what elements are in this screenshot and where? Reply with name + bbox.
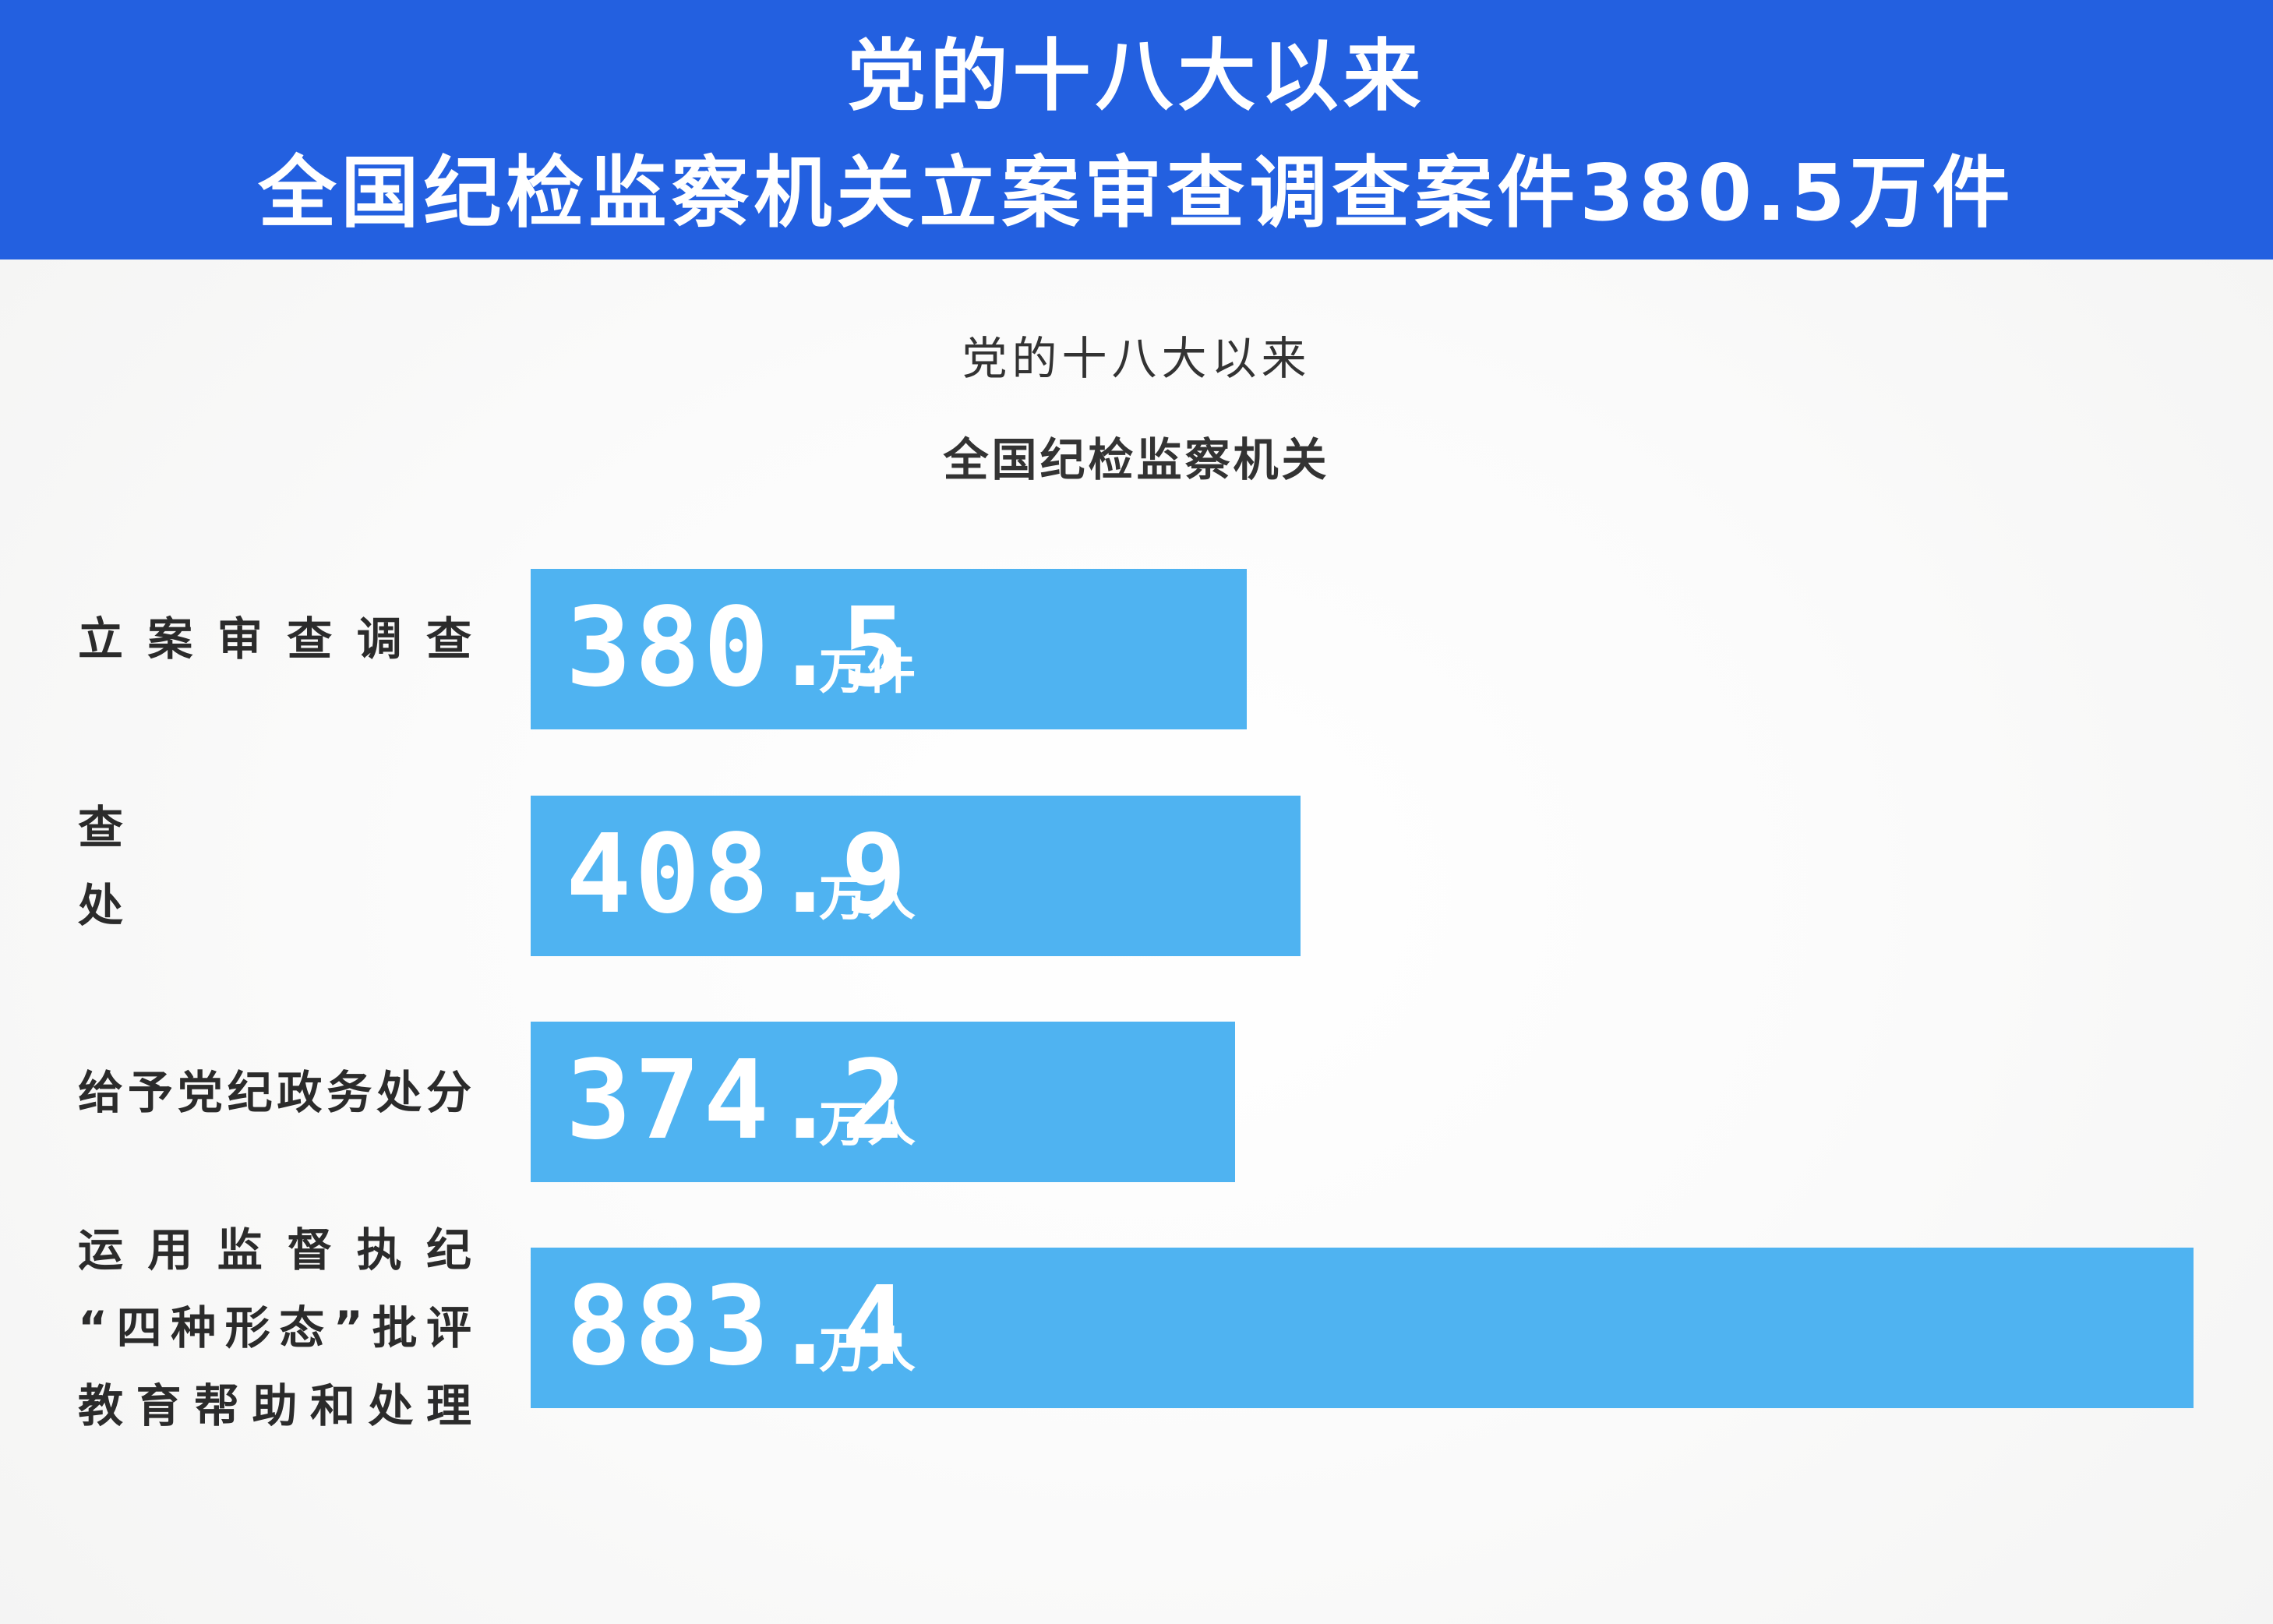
category-label: 运用监督执纪 “四种形态”批评 教育帮助和处理 [78,1211,471,1445]
bar-unit-label: 万件 [819,643,916,700]
category-label: 查处 [78,789,471,944]
category-label: 给予党纪政务处分 [78,1054,471,1132]
bar-value-label: 408.9 [566,811,910,938]
category-label-line: 处 [78,879,124,932]
header-title-line2: 全国纪检监察机关立案审查调查案件380.5万件 [258,147,2015,238]
bar: 408.9 万人 [531,796,1301,956]
bar: 380.5 万件 [531,569,1247,729]
bar-value-label: 374.2 [566,1037,910,1164]
subtitle-line2: 全国纪检监察机关 [943,433,1330,486]
category-label-line: 立案审查调查 [78,613,471,665]
category-label-line: “四种形态”批评 [78,1301,471,1354]
bar-unit-label: 万人 [819,1322,916,1379]
bar-value-label: 883.4 [566,1263,910,1390]
bar-unit-label: 万人 [819,1096,916,1153]
category-label-line: 运用监督执纪 [78,1223,471,1276]
bar-unit-label: 万人 [819,870,916,927]
bar: 374.2 万人 [531,1022,1235,1182]
bar: 883.4 万人 [531,1248,2194,1408]
category-label-line: 查 [78,801,124,854]
category-label-line: 给予党纪政务处分 [78,1066,471,1119]
category-label: 立案审查调查 [78,600,471,678]
header-title-line1: 党的十八大以来 [847,30,1426,122]
subtitle-line1: 党的十八大以来 [962,332,1311,385]
header-banner: 党的十八大以来 全国纪检监察机关立案审查调查案件380.5万件 [0,0,2273,259]
bar-value-label: 380.5 [566,584,910,711]
category-label-line: 教育帮助和处理 [78,1379,471,1432]
